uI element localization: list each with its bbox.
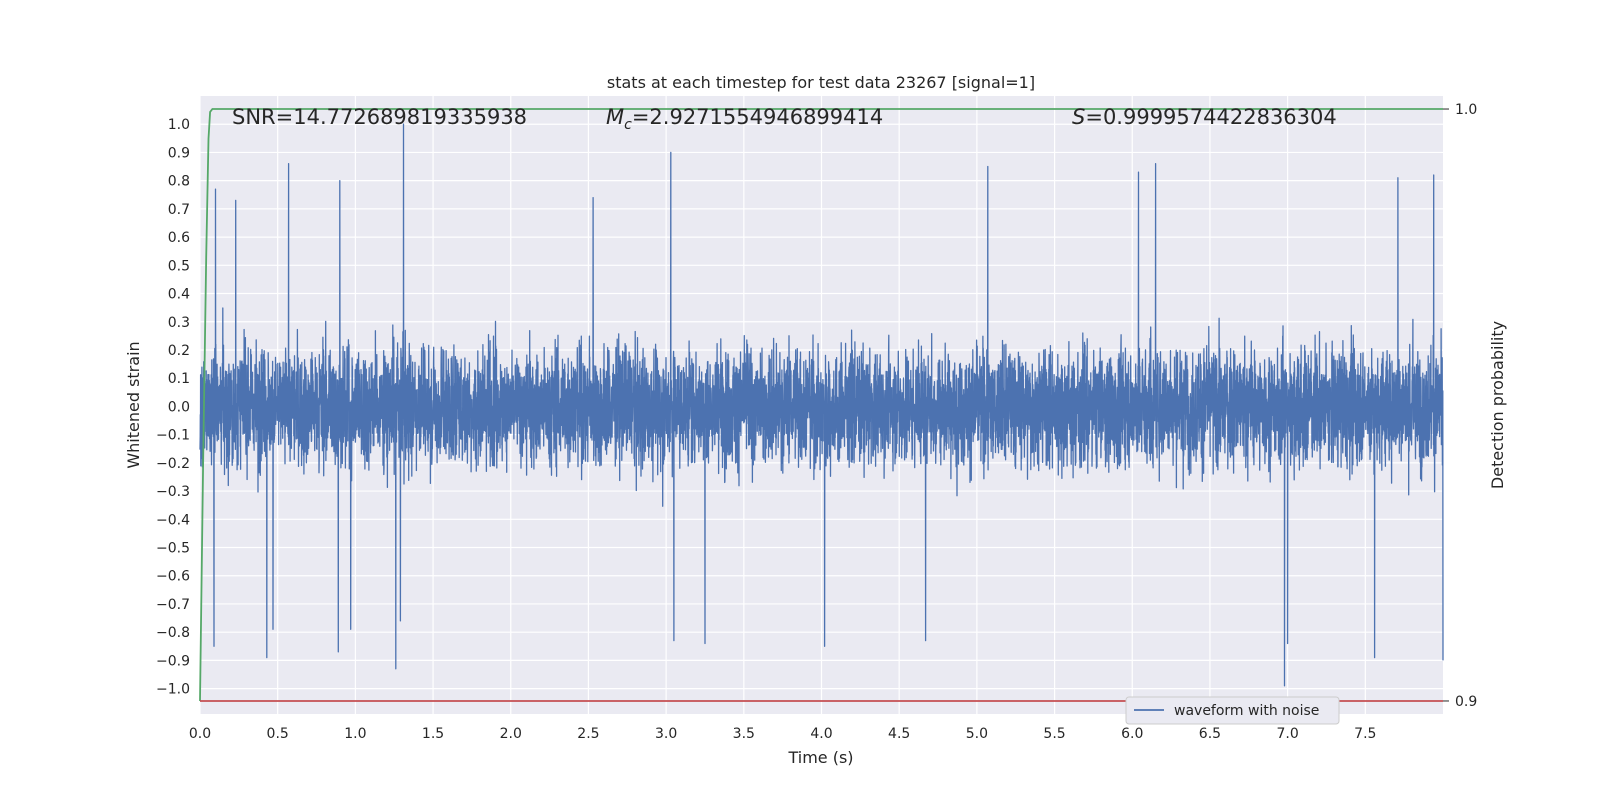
y-tick-label: −0.1 [156,428,190,444]
x-tick-label: 6.0 [1121,726,1143,742]
y-tick-label: −1.0 [156,682,190,698]
y-axis-label: Whitened strain [124,341,143,468]
x-tick-label: 1.5 [422,726,444,742]
y-tick-label: −0.4 [156,512,190,528]
y-tick-label: 0.3 [168,315,190,331]
x-axis-label: Time (s) [787,748,853,767]
legend-box [1125,696,1340,725]
x-tick-label: 2.0 [500,726,522,742]
y-tick-label: −0.3 [156,484,190,500]
score-value: =0.9999574422836304 [1085,105,1336,129]
score-annotation: S=0.9999574422836304 [1072,105,1337,129]
y-tick-label: 0.1 [168,371,190,387]
x-tick-label: 7.5 [1354,726,1376,742]
x-tick-label: 7.0 [1276,726,1298,742]
detection-probability-line [199,108,1443,702]
y-tick-label: 1.0 [168,117,190,133]
x-tick-label: 0.5 [267,726,289,742]
y-tick-label: 0.9 [168,145,190,161]
y-tick-label: −0.2 [156,456,190,472]
score-symbol: S [1072,105,1085,129]
chirp-mass-annotation: Mc=2.9271554946899414 [606,105,883,133]
y2-ticks: 1.0 0.9 [1443,102,1477,710]
chirp-mass-symbol: M [606,105,624,129]
y-tick-label: −0.5 [156,541,190,557]
legend: waveform with noise [1125,696,1340,725]
y-tick-label: 0.6 [168,230,190,246]
x-tick-label: 4.0 [810,726,832,742]
x-tick-label: 6.5 [1199,726,1221,742]
y2-axis-label: Detection probability [1488,321,1507,489]
chirp-mass-subscript: c [624,117,632,133]
y-tick-label: 0.4 [168,287,190,303]
snr-annotation: SNR=14.772689819335938 [232,105,527,129]
y-ticks: 1.0 0.9 0.8 0.7 0.6 0.5 0.4 0.3 0.2 0.1 0.0 −0.1 −0.… [156,117,190,697]
x-tick-label: 3.0 [655,726,677,742]
x-tick-label: 5.5 [1043,726,1065,742]
series-detection-probability [199,108,1443,702]
y-tick-label: −0.9 [156,653,190,669]
series-waveform-with-noise [199,123,1444,687]
waveform-with-noise-line [199,123,1444,687]
x-tick-label: 4.5 [888,726,910,742]
x-tick-label: 5.0 [966,726,988,742]
y-tick-label: 0.7 [168,202,190,218]
x-tick-label: 3.5 [733,726,755,742]
y-tick-label: 0.8 [168,174,190,190]
x-tick-label: 1.0 [344,726,366,742]
y-tick-label: 0.5 [168,258,190,274]
y-tick-label: 0.2 [168,343,190,359]
y-tick-label: −0.7 [156,597,190,613]
legend-label: waveform with noise [1174,703,1319,719]
chirp-mass-value: =2.9271554946899414 [632,105,883,129]
y2-tick-label: 0.9 [1455,694,1477,710]
y-tick-label: −0.8 [156,625,190,641]
y-tick-label: −0.6 [156,569,190,585]
x-tick-label: 2.5 [577,726,599,742]
x-ticks: 0.0 0.5 1.0 1.5 2.0 2.5 3.0 3.5 4.0 4.5 5.0 5.5 6.0 6… [189,726,1377,742]
y-tick-label: 0.0 [168,399,190,415]
y2-tick-label: 1.0 [1455,102,1477,118]
x-tick-label: 0.0 [189,726,211,742]
chart-title: stats at each timestep for test data 232… [607,73,1035,92]
